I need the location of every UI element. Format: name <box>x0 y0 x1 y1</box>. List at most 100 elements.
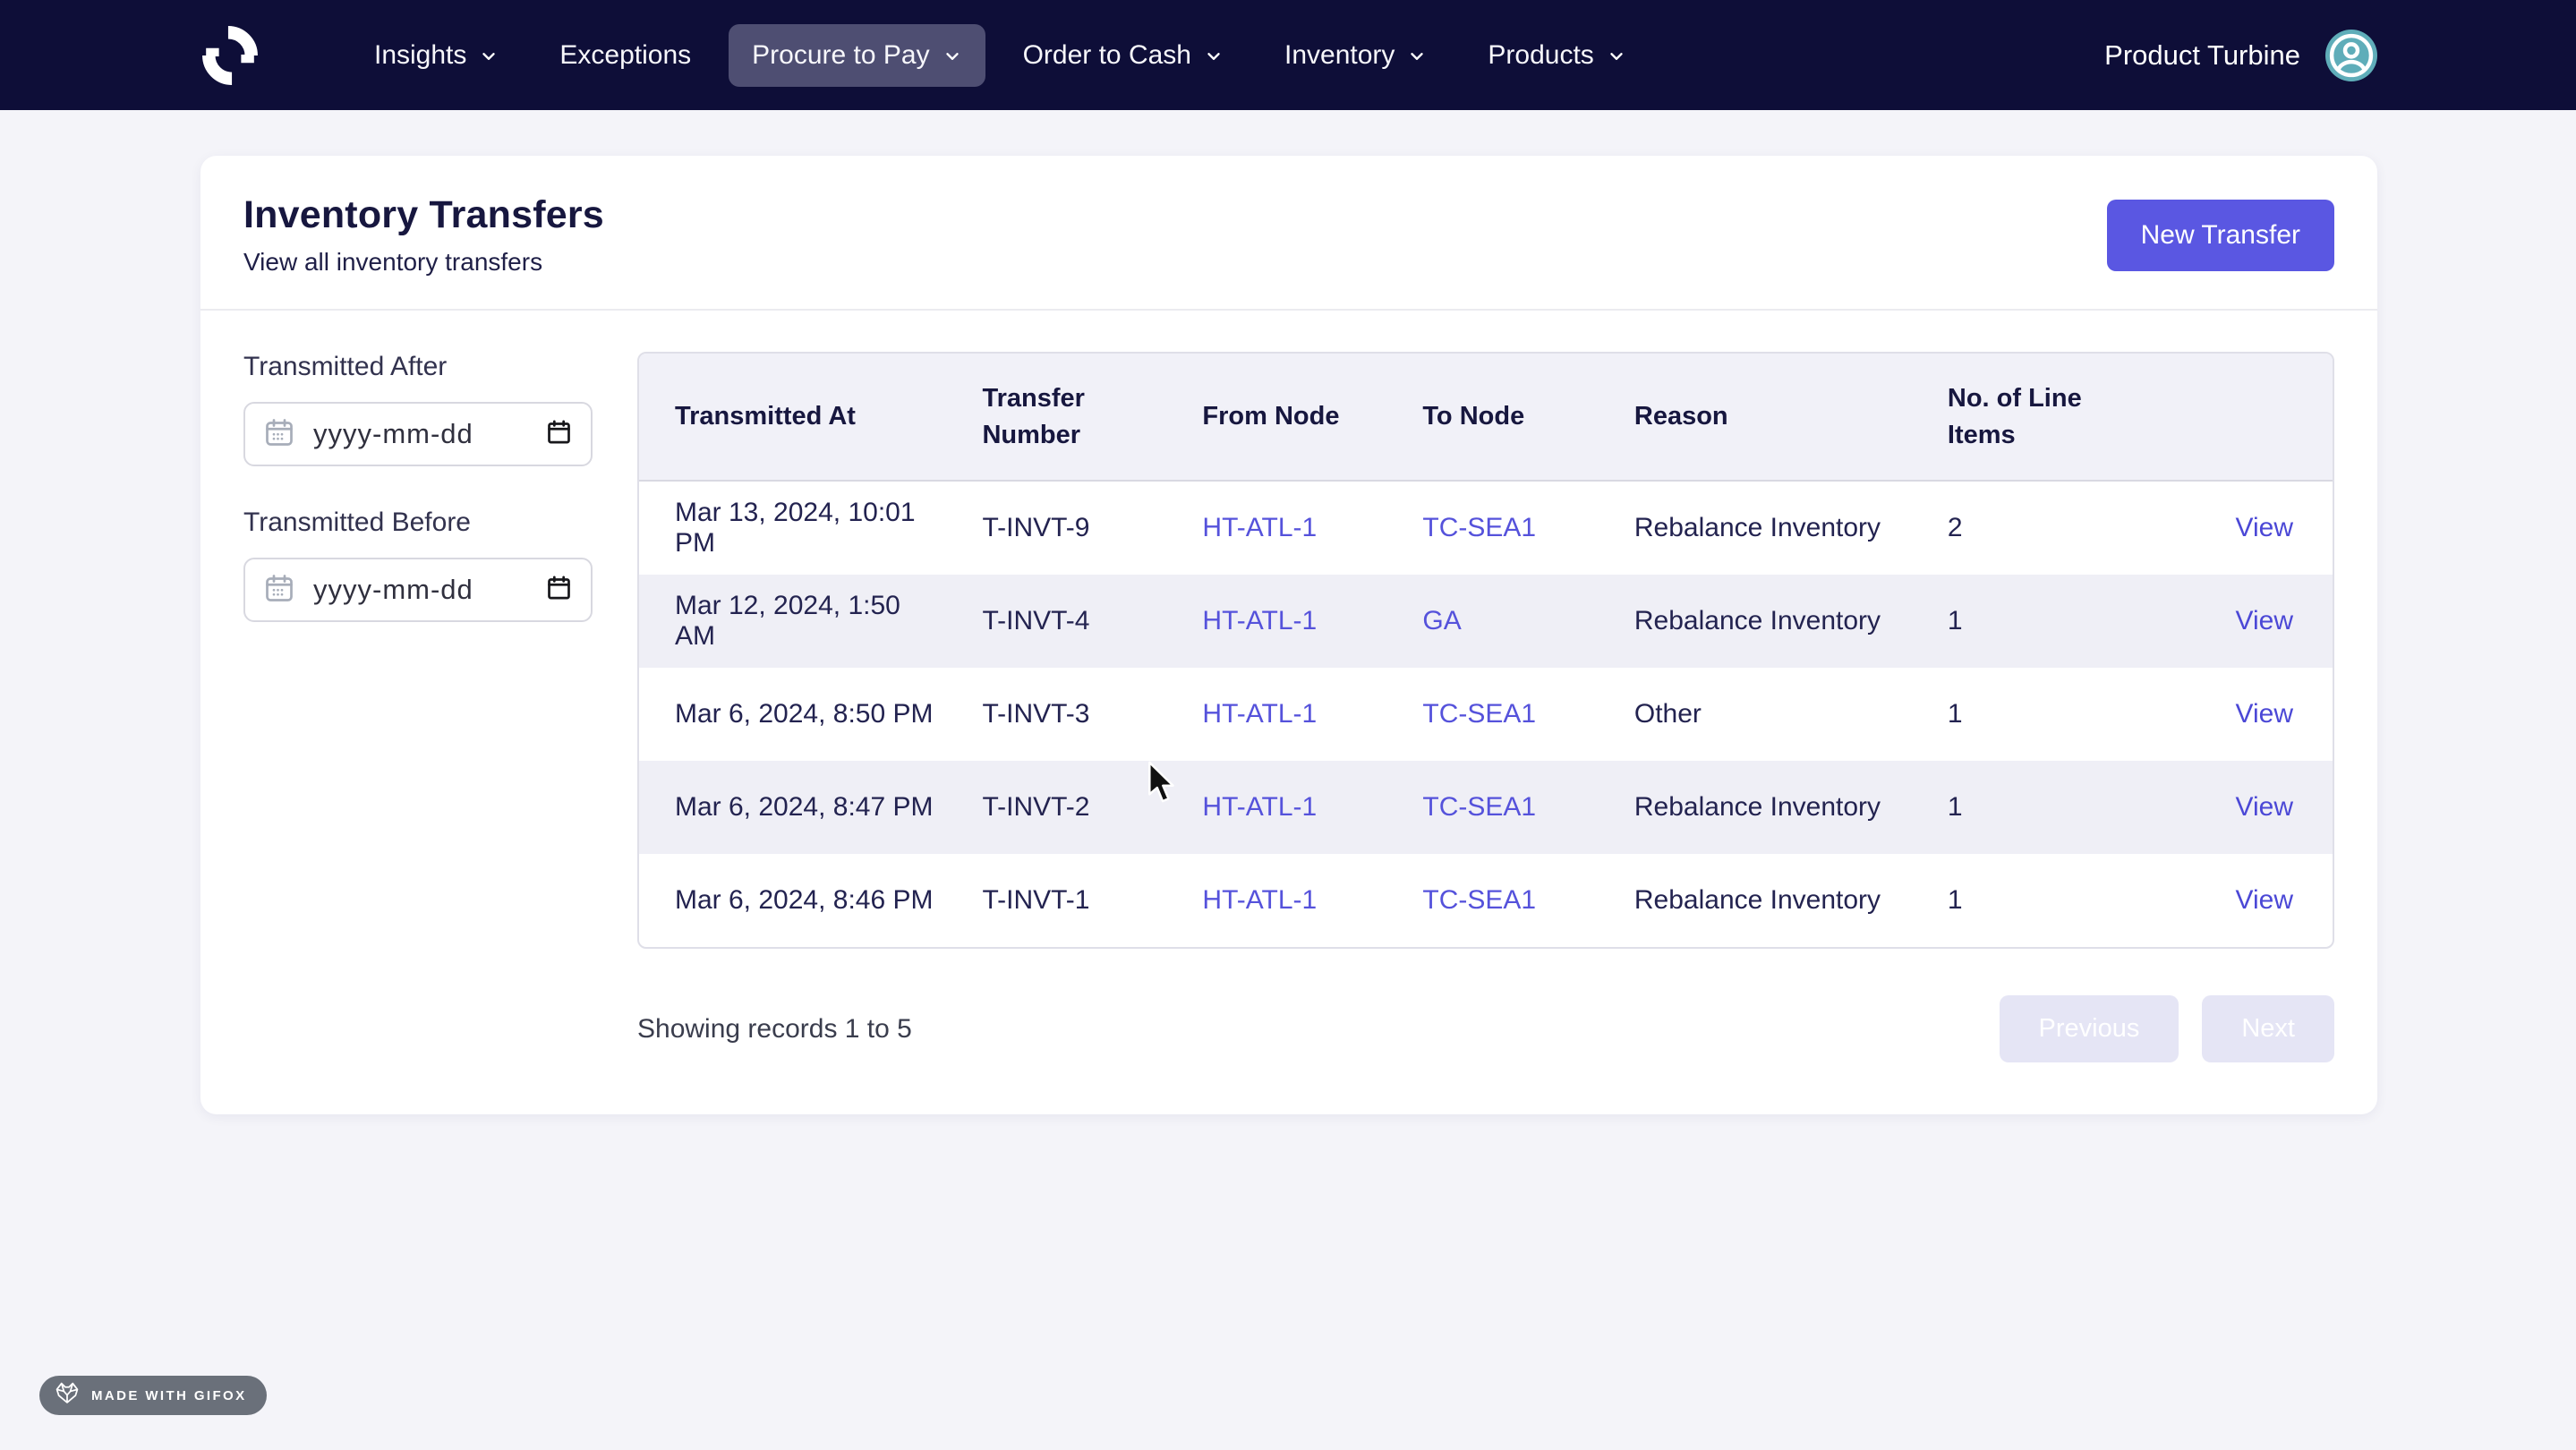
records-summary: Showing records 1 to 5 <box>637 1014 912 1045</box>
cell-actions: View <box>2171 761 2333 854</box>
cell-transfer-number: T-INVT-4 <box>960 575 1181 668</box>
cell-reason: Other <box>1613 668 1926 761</box>
date-picker-icon[interactable] <box>545 574 573 606</box>
cell-from-node: HT-ATL-1 <box>1181 482 1401 575</box>
table-header-row: Transmitted At Transfer Number From Node… <box>639 354 2333 482</box>
card-header: Inventory Transfers View all inventory t… <box>200 156 2377 311</box>
nav-item-procure-to-pay[interactable]: Procure to Pay <box>729 24 985 87</box>
date-picker-icon[interactable] <box>545 418 573 450</box>
col-header-reason: Reason <box>1613 354 1926 482</box>
nav-item-label: Products <box>1488 42 1593 69</box>
cell-line-items: 1 <box>1926 668 2171 761</box>
col-header-transmitted-at: Transmitted At <box>639 354 960 482</box>
view-link[interactable]: View <box>2236 606 2293 635</box>
to-node-link[interactable]: TC-SEA1 <box>1422 699 1536 729</box>
to-node-link[interactable]: TC-SEA1 <box>1422 792 1536 822</box>
transfers-table-section: Transmitted At Transfer Number From Node… <box>637 352 2334 1062</box>
col-header-line-items: No. of Line Items <box>1926 354 2171 482</box>
view-link[interactable]: View <box>2236 513 2293 542</box>
previous-button[interactable]: Previous <box>2000 995 2179 1062</box>
col-header-transfer-number: Transfer Number <box>960 354 1181 482</box>
chevron-down-icon <box>1407 47 1427 66</box>
cell-transmitted-at: Mar 6, 2024, 8:50 PM <box>639 668 960 761</box>
transmitted-after-field[interactable] <box>311 417 529 451</box>
cell-to-node: TC-SEA1 <box>1401 761 1613 854</box>
table-row: Mar 6, 2024, 8:47 PM T-INVT-2 HT-ATL-1 T… <box>639 761 2333 854</box>
chevron-down-icon <box>1204 47 1224 66</box>
table-row: Mar 6, 2024, 8:46 PM T-INVT-1 HT-ATL-1 T… <box>639 854 2333 947</box>
next-button[interactable]: Next <box>2202 995 2334 1062</box>
to-node-link[interactable]: GA <box>1422 606 1461 635</box>
table-body: Mar 13, 2024, 10:01 PM T-INVT-9 HT-ATL-1… <box>639 482 2333 947</box>
nav-item-label: Order to Cash <box>1023 42 1191 69</box>
gifox-label: MADE WITH GIFOX <box>91 1388 247 1403</box>
cell-reason: Rebalance Inventory <box>1613 761 1926 854</box>
nav-item-products[interactable]: Products <box>1464 24 1649 87</box>
cell-actions: View <box>2171 575 2333 668</box>
cell-to-node: TC-SEA1 <box>1401 668 1613 761</box>
primary-nav: Insights Exceptions Procure to Pay Order… <box>351 24 1650 87</box>
cell-from-node: HT-ATL-1 <box>1181 854 1401 947</box>
cell-line-items: 1 <box>1926 575 2171 668</box>
view-link[interactable]: View <box>2236 792 2293 822</box>
page-title: Inventory Transfers <box>243 193 604 237</box>
cell-transmitted-at: Mar 6, 2024, 8:46 PM <box>639 854 960 947</box>
to-node-link[interactable]: TC-SEA1 <box>1422 885 1536 915</box>
col-header-actions <box>2171 354 2333 482</box>
transmitted-after-input[interactable] <box>243 402 593 466</box>
nav-item-exceptions[interactable]: Exceptions <box>536 24 714 87</box>
chevron-down-icon <box>943 47 962 66</box>
cell-from-node: HT-ATL-1 <box>1181 668 1401 761</box>
from-node-link[interactable]: HT-ATL-1 <box>1202 513 1317 542</box>
chevron-down-icon <box>479 47 499 66</box>
cell-line-items: 1 <box>1926 854 2171 947</box>
user-avatar[interactable] <box>2325 30 2377 81</box>
nav-item-label: Procure to Pay <box>752 42 929 69</box>
table-row: Mar 12, 2024, 1:50 AM T-INVT-4 HT-ATL-1 … <box>639 575 2333 668</box>
from-node-link[interactable]: HT-ATL-1 <box>1202 699 1317 729</box>
app-logo-icon[interactable] <box>200 26 260 85</box>
filter-label: Transmitted Before <box>243 508 593 538</box>
page-subtitle: View all inventory transfers <box>243 248 604 277</box>
transmitted-before-field[interactable] <box>311 573 529 607</box>
transfers-table-box: Transmitted At Transfer Number From Node… <box>637 352 2334 949</box>
cell-reason: Rebalance Inventory <box>1613 482 1926 575</box>
cell-transfer-number: T-INVT-3 <box>960 668 1181 761</box>
calendar-icon <box>263 572 295 609</box>
view-link[interactable]: View <box>2236 885 2293 915</box>
cell-transfer-number: T-INVT-9 <box>960 482 1181 575</box>
new-transfer-button[interactable]: New Transfer <box>2107 200 2334 271</box>
from-node-link[interactable]: HT-ATL-1 <box>1202 606 1317 635</box>
col-header-from-node: From Node <box>1181 354 1401 482</box>
cell-transmitted-at: Mar 12, 2024, 1:50 AM <box>639 575 960 668</box>
cell-reason: Rebalance Inventory <box>1613 854 1926 947</box>
table-footer: Showing records 1 to 5 Previous Next <box>637 995 2334 1062</box>
gifox-fox-icon <box>54 1381 81 1410</box>
cell-transmitted-at: Mar 6, 2024, 8:47 PM <box>639 761 960 854</box>
filter-transmitted-after: Transmitted After <box>243 352 593 466</box>
made-with-gifox-badge[interactable]: MADE WITH GIFOX <box>39 1376 267 1415</box>
cell-reason: Rebalance Inventory <box>1613 575 1926 668</box>
nav-item-label: Inventory <box>1284 42 1395 69</box>
from-node-link[interactable]: HT-ATL-1 <box>1202 792 1317 822</box>
filter-label: Transmitted After <box>243 352 593 382</box>
cell-actions: View <box>2171 668 2333 761</box>
nav-item-label: Exceptions <box>559 42 691 69</box>
nav-user-area: Product Turbine <box>2104 30 2377 81</box>
nav-item-inventory[interactable]: Inventory <box>1261 24 1450 87</box>
view-link[interactable]: View <box>2236 699 2293 729</box>
cell-transfer-number: T-INVT-2 <box>960 761 1181 854</box>
from-node-link[interactable]: HT-ATL-1 <box>1202 885 1317 915</box>
transfers-table: Transmitted At Transfer Number From Node… <box>639 354 2333 947</box>
table-row: Mar 13, 2024, 10:01 PM T-INVT-9 HT-ATL-1… <box>639 482 2333 575</box>
transmitted-before-input[interactable] <box>243 558 593 622</box>
table-row: Mar 6, 2024, 8:50 PM T-INVT-3 HT-ATL-1 T… <box>639 668 2333 761</box>
chevron-down-icon <box>1607 47 1626 66</box>
nav-item-insights[interactable]: Insights <box>351 24 522 87</box>
pagination: Previous Next <box>2000 995 2334 1062</box>
cell-from-node: HT-ATL-1 <box>1181 575 1401 668</box>
user-name: Product Turbine <box>2104 39 2300 72</box>
nav-item-order-to-cash[interactable]: Order to Cash <box>1000 24 1247 87</box>
cell-actions: View <box>2171 854 2333 947</box>
to-node-link[interactable]: TC-SEA1 <box>1422 513 1536 542</box>
